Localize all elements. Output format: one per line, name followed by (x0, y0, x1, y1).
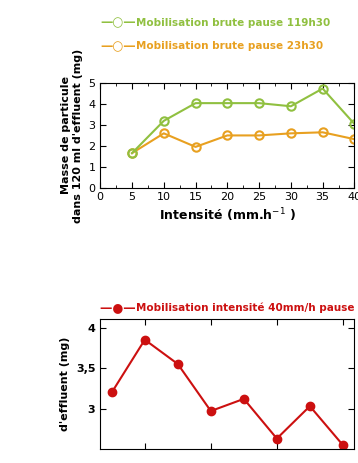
Text: Mobilisation brute pause 23h30: Mobilisation brute pause 23h30 (136, 41, 323, 51)
Text: —●—: —●— (100, 301, 140, 314)
Y-axis label: d'effluent (mg): d'effluent (mg) (61, 337, 70, 432)
X-axis label: Intensité (mm.h$^{-1}$ ): Intensité (mm.h$^{-1}$ ) (159, 206, 296, 224)
Text: —○—: —○— (100, 17, 136, 30)
Text: —○—: —○— (100, 40, 136, 53)
Text: Mobilisation brute pause 119h30: Mobilisation brute pause 119h30 (136, 18, 330, 28)
Text: Mobilisation intensité 40mm/h pause: Mobilisation intensité 40mm/h pause (136, 303, 354, 313)
Y-axis label: Masse de particule
dans 120 ml d'effluent (mg): Masse de particule dans 120 ml d'effluen… (61, 48, 83, 223)
